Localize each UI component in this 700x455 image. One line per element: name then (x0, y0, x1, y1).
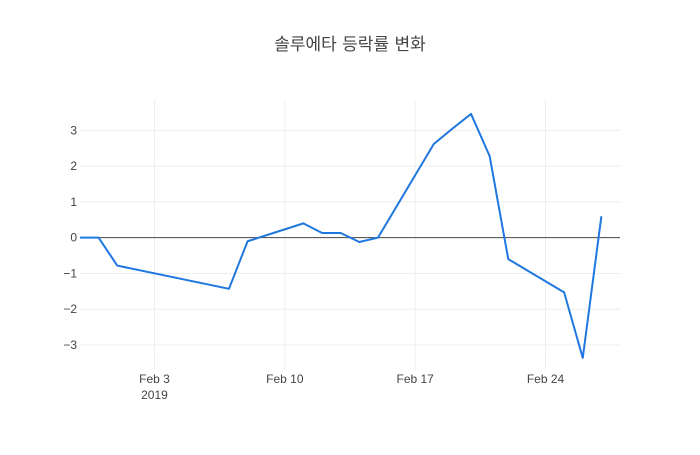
series-line (80, 114, 601, 358)
x-tick-sublabel: 2019 (141, 388, 168, 402)
series-layer (80, 114, 601, 358)
grid (80, 100, 620, 370)
y-tick-label: −1 (63, 266, 77, 280)
x-tick-label: Feb 24 (527, 372, 565, 386)
y-tick-label: 1 (70, 195, 77, 209)
x-tick-label: Feb 10 (266, 372, 304, 386)
y-tick-label: −2 (63, 302, 77, 316)
y-tick-label: 2 (70, 159, 77, 173)
y-tick-label: −3 (63, 338, 77, 352)
x-tick-label: Feb 3 (139, 372, 170, 386)
chart-title: 솔루에타 등락률 변화 (0, 30, 700, 55)
x-tick-label: Feb 17 (396, 372, 434, 386)
y-tick-label: 0 (70, 231, 77, 245)
y-tick-label: 3 (70, 123, 77, 137)
axes: Feb 3 2019 Feb 10 Feb 17 Feb 24 3 2 1 0 −1 −2 −3 (63, 123, 564, 402)
